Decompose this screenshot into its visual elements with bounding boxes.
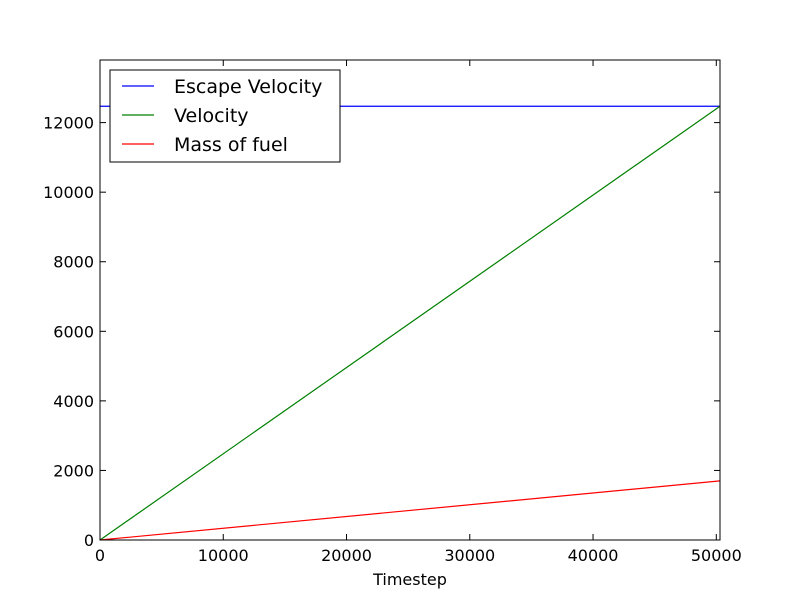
x-tick-label: 50000 xyxy=(691,546,742,565)
x-tick-label: 40000 xyxy=(568,546,619,565)
y-tick-label: 4000 xyxy=(53,392,94,411)
legend-entry-label: Velocity xyxy=(174,105,249,127)
legend-entry-label: Escape Velocity xyxy=(174,76,322,98)
legend: Escape Velocity Velocity Mass of fuel xyxy=(109,69,341,163)
x-tick-label: 20000 xyxy=(321,546,372,565)
y-tick-label: 0 xyxy=(84,531,94,550)
x-tick-label: 10000 xyxy=(198,546,249,565)
x-tick-label: 30000 xyxy=(444,546,495,565)
x-axis-label: Timestep xyxy=(372,570,447,589)
y-tick-label: 8000 xyxy=(53,253,94,272)
legend-box xyxy=(109,69,341,163)
x-tick-label: 0 xyxy=(95,546,105,565)
y-tick-label: 12000 xyxy=(43,114,94,133)
y-tick-label: 10000 xyxy=(43,183,94,202)
legend-entry-label: Mass of fuel xyxy=(174,134,288,156)
plot-frame xyxy=(99,59,721,541)
y-tick-label: 6000 xyxy=(53,322,94,341)
series-line-mass-of-fuel xyxy=(99,480,721,541)
series-line-velocity xyxy=(99,105,721,541)
ticks-layer: 0 10000 20000 30000 40000 50000 0 2000 4000 6000 8… xyxy=(43,60,742,565)
y-tick-label: 2000 xyxy=(53,461,94,480)
series-layer xyxy=(99,105,721,541)
